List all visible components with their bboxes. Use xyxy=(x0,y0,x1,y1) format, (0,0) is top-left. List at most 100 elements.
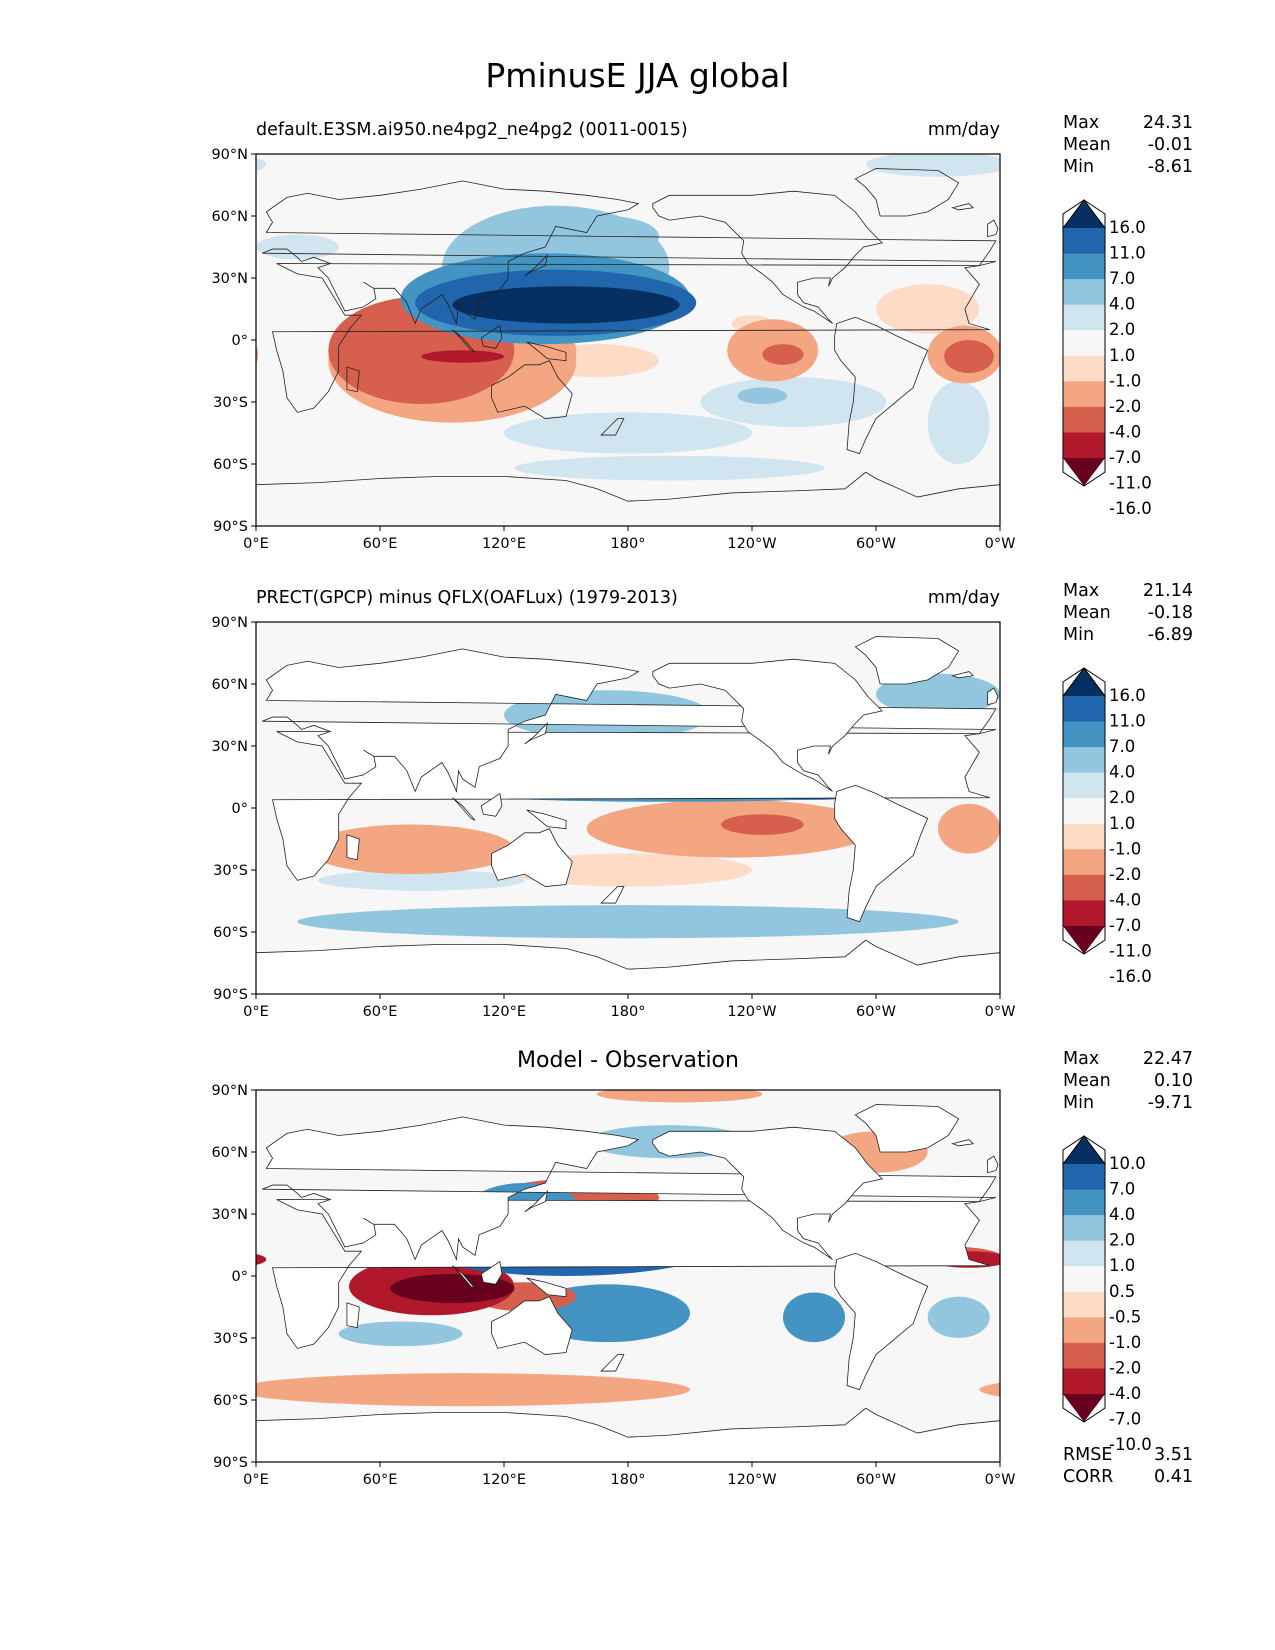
coastline xyxy=(262,1116,997,1262)
colorbar-tick-label: -10.0 xyxy=(1109,1435,1152,1454)
colorbar-tick-label: -2.0 xyxy=(1109,865,1141,884)
coastline xyxy=(834,1252,929,1391)
colorbar-tick-label: -4.0 xyxy=(1109,422,1141,441)
coastline xyxy=(452,1265,476,1289)
colorbar-tick-label: 7.0 xyxy=(1109,269,1135,288)
corr-value: 0.41 xyxy=(1154,1467,1193,1487)
map-panel-observation: 0°E 60°E 120°E 180° 120°W 60°W 0°W 90°N 60°N 30°N… xyxy=(0,615,1275,1020)
field-contour xyxy=(1159,270,1275,336)
colorbar-tick-label: -7.0 xyxy=(1109,448,1141,467)
colorbar-band xyxy=(1063,772,1105,799)
colorbar-tick-label: 4.0 xyxy=(1109,1205,1135,1224)
mean-value: -0.18 xyxy=(1147,603,1193,623)
coastline xyxy=(951,671,974,679)
field-contour xyxy=(1134,1274,1258,1303)
field-contour xyxy=(0,377,142,427)
coastline xyxy=(452,329,476,353)
colorbar-tick-label: -2.0 xyxy=(1109,397,1141,416)
field-contour xyxy=(1217,1282,1275,1311)
colorbar-extend-top-fill xyxy=(1063,1150,1105,1164)
coastline xyxy=(600,886,625,904)
field-contour xyxy=(256,1373,690,1407)
coastline xyxy=(652,1126,883,1260)
colorbar-band xyxy=(1063,1240,1105,1267)
coastline xyxy=(272,263,990,413)
coastline xyxy=(256,1407,1000,1462)
colorbar-band xyxy=(1063,900,1105,927)
x-tick-label: 0°W xyxy=(985,536,1016,552)
coastline xyxy=(526,809,567,830)
field-contour xyxy=(1165,1224,1275,1265)
rmse-value: 3.51 xyxy=(1154,1445,1193,1465)
field-contour xyxy=(307,824,515,875)
coastline xyxy=(524,1190,549,1213)
colorbar-outline xyxy=(1062,667,1106,955)
colorbar: 10.0 7.0 4.0 2.0 1.0 0.5 -0.5 -1.0 -2.0 -4.0 -7.0 -… xyxy=(1062,1135,1152,1454)
y-tick-label: 60°S xyxy=(213,457,248,473)
coastline xyxy=(524,722,549,745)
field-contour xyxy=(0,315,29,332)
y-tick-label: 90°N xyxy=(211,1083,248,1099)
colorbar-tick-label: -11.0 xyxy=(1109,942,1152,961)
max-value: 22.47 xyxy=(1142,1049,1193,1069)
coastline xyxy=(480,792,503,817)
mean-label: Mean xyxy=(1063,135,1111,155)
mean-value: -0.01 xyxy=(1147,135,1193,155)
colorbar-extend-top-fill xyxy=(1063,682,1105,696)
panel-subtitle: default.E3SM.ai950.ne4pg2_ne4pg2 (0011-0… xyxy=(256,120,688,140)
colorbar-band xyxy=(1063,304,1105,331)
field-contour xyxy=(721,814,804,835)
field-contour xyxy=(762,344,804,365)
field-contour xyxy=(256,1254,267,1265)
coastline xyxy=(452,797,476,821)
colorbar-band xyxy=(1063,1317,1105,1344)
min-label: Min xyxy=(1063,1093,1095,1113)
colorbar-tick-label: -11.0 xyxy=(1109,474,1152,493)
field-contour xyxy=(39,1293,101,1343)
field-contour xyxy=(927,1296,990,1338)
y-tick-label: 60°S xyxy=(213,925,248,941)
max-label: Max xyxy=(1063,113,1100,133)
coastline xyxy=(526,1277,567,1298)
min-value: -6.89 xyxy=(1147,625,1193,645)
mean-value: 0.10 xyxy=(1154,1071,1193,1091)
colorbar-tick-label: 1.0 xyxy=(1109,1256,1135,1275)
colorbar-band xyxy=(1063,406,1105,433)
colorbar-band xyxy=(1063,228,1105,255)
x-tick-label: 120°E xyxy=(482,1472,526,1488)
colorbar-outline xyxy=(1062,199,1106,487)
colorbar-tick-label: -0.5 xyxy=(1109,1307,1141,1326)
field-contour xyxy=(0,1125,8,1158)
map-panel-difference: 0°E 60°E 120°E 180° 120°W 60°W 0°W 90°N 60°N 30°N… xyxy=(0,1083,1275,1488)
colorbar-band xyxy=(1063,1215,1105,1242)
field-contour xyxy=(1207,756,1275,797)
coastline xyxy=(346,834,360,861)
field-contour xyxy=(0,905,215,938)
y-tick-label: 30°N xyxy=(211,739,248,755)
y-tick-label: 60°S xyxy=(213,1393,248,1409)
colorbar-tick-label: 16.0 xyxy=(1109,218,1146,237)
colorbar-tick-label: -16.0 xyxy=(1109,967,1152,986)
field-contour xyxy=(0,732,60,782)
y-tick-label: 0° xyxy=(232,1269,248,1285)
colorbar-extend-bottom xyxy=(1063,458,1105,486)
y-tick-label: 30°S xyxy=(213,1331,248,1347)
min-value: -9.71 xyxy=(1147,1093,1193,1113)
y-tick-label: 30°S xyxy=(213,395,248,411)
mean-label: Mean xyxy=(1063,603,1111,623)
colorbar-tick-label: 16.0 xyxy=(1109,686,1146,705)
y-tick-label: 30°N xyxy=(211,271,248,287)
field-contour xyxy=(0,456,80,481)
units-label: mm/day xyxy=(927,120,1000,140)
coastline xyxy=(491,828,573,887)
mean-label: Mean xyxy=(1063,1071,1111,1091)
coastline xyxy=(526,341,567,362)
y-tick-label: 60°N xyxy=(211,677,248,693)
field-contour xyxy=(1258,456,1275,481)
coastline xyxy=(951,1139,974,1147)
field-contour xyxy=(184,381,246,464)
y-tick-label: 60°N xyxy=(211,209,248,225)
field-contour xyxy=(421,350,504,363)
colorbar-extend-bottom xyxy=(1063,1394,1105,1422)
